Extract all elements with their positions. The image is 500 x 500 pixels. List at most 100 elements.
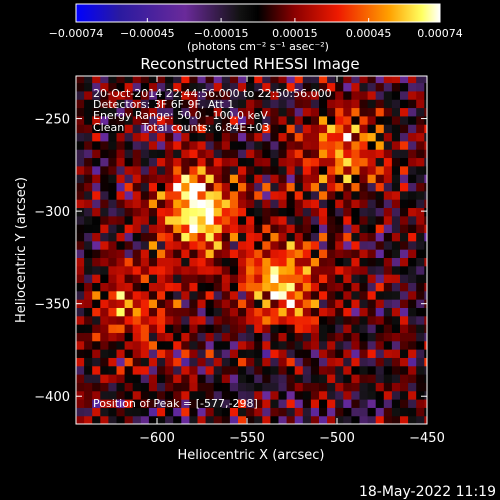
- heatmap-cell: [140, 215, 150, 225]
- heatmap-cell: [205, 149, 215, 159]
- heatmap-cell: [262, 415, 271, 424]
- heatmap-cell: [229, 390, 239, 400]
- heatmap-cell: [213, 132, 223, 142]
- heatmap-cell: [375, 399, 385, 408]
- heatmap-cell: [100, 332, 109, 342]
- heatmap-cell: [343, 90, 352, 100]
- heatmap-cell: [148, 190, 158, 200]
- heatmap-cell: [140, 232, 150, 242]
- heatmap-cell: [400, 365, 409, 375]
- heatmap-cell: [221, 332, 231, 342]
- heatmap-cell: [351, 224, 361, 234]
- heatmap-cell: [132, 257, 142, 267]
- heatmap-cell: [205, 365, 215, 375]
- heatmap-cell: [221, 257, 231, 267]
- heatmap-cell: [424, 407, 427, 417]
- heatmap-cell: [189, 132, 199, 142]
- heatmap-cell: [92, 274, 101, 283]
- heatmap-cell: [294, 365, 304, 375]
- heatmap-cell: [189, 307, 199, 317]
- heatmap-cell: [246, 249, 255, 259]
- heatmap-cell: [367, 390, 377, 400]
- heatmap-cell: [416, 265, 425, 275]
- heatmap-cell: [254, 407, 263, 417]
- heatmap-cell: [359, 357, 369, 367]
- heatmap-cell: [310, 257, 320, 267]
- heatmap-cell: [181, 415, 190, 424]
- heatmap-cell: [254, 257, 263, 267]
- heatmap-cell: [343, 224, 352, 234]
- heatmap-cell: [238, 232, 247, 242]
- heatmap-cell: [165, 132, 174, 142]
- heatmap-cell: [116, 349, 126, 358]
- heatmap-cell: [148, 357, 158, 367]
- heatmap-cell: [400, 290, 409, 300]
- heatmap-cell: [100, 90, 109, 100]
- heatmap-cell: [383, 165, 393, 175]
- heatmap-cell: [383, 349, 393, 358]
- heatmap-cell: [319, 165, 328, 175]
- heatmap-cell: [375, 182, 385, 192]
- heatmap-cell: [367, 157, 377, 167]
- heatmap-cell: [408, 382, 417, 392]
- heatmap-cell: [383, 124, 393, 134]
- heatmap-cell: [416, 124, 425, 134]
- heatmap-cell: [92, 357, 101, 367]
- heatmap-cell: [302, 165, 312, 175]
- heatmap-cell: [383, 82, 393, 92]
- heatmap-cell: [375, 140, 385, 150]
- heatmap-cell: [375, 265, 385, 275]
- heatmap-cell: [213, 290, 223, 300]
- heatmap-cell: [262, 132, 271, 142]
- heatmap-cell: [359, 365, 369, 375]
- heatmap-cell: [246, 274, 255, 283]
- heatmap-cell: [238, 132, 247, 142]
- heatmap-cell: [140, 282, 150, 292]
- heatmap-cell: [140, 349, 150, 358]
- heatmap-cell: [294, 132, 304, 142]
- heatmap-cell: [270, 115, 280, 125]
- heatmap-cell: [157, 265, 166, 275]
- heatmap-cell: [367, 76, 377, 84]
- heatmap-cell: [189, 282, 199, 292]
- heatmap-cell: [229, 265, 239, 275]
- heatmap-cell: [221, 290, 231, 300]
- heatmap-cell: [246, 290, 255, 300]
- heatmap-cell: [238, 365, 247, 375]
- heatmap-cell: [140, 182, 150, 192]
- heatmap-cell: [383, 315, 393, 325]
- heatmap-cell: [246, 324, 255, 333]
- heatmap-cell: [294, 357, 304, 367]
- heatmap-cell: [132, 132, 142, 142]
- heatmap-cell: [278, 324, 288, 333]
- heatmap-cell: [294, 407, 304, 417]
- heatmap-cell: [108, 257, 118, 267]
- heatmap-cell: [84, 82, 93, 92]
- heatmap-cell: [148, 257, 158, 267]
- heatmap-cell: [424, 215, 427, 225]
- heatmap-cell: [197, 257, 207, 267]
- heatmap-cell: [238, 374, 247, 383]
- heatmap-cell: [294, 140, 304, 150]
- heatmap-cell: [189, 407, 199, 417]
- heatmap-cell: [221, 99, 231, 109]
- heatmap-cell: [229, 399, 239, 408]
- heatmap-cell: [286, 315, 296, 325]
- heatmap-cell: [367, 232, 377, 242]
- heatmap-cell: [302, 299, 312, 308]
- heatmap-cell: [100, 107, 109, 117]
- heatmap-cell: [132, 149, 142, 159]
- heatmap-cell: [416, 90, 425, 100]
- heatmap-cell: [343, 307, 352, 317]
- heatmap-cell: [359, 132, 369, 142]
- heatmap-cell: [173, 340, 182, 350]
- heatmap-cell: [189, 257, 199, 267]
- heatmap-cell: [92, 82, 101, 92]
- heatmap-cell: [286, 82, 296, 92]
- heatmap-cell: [424, 315, 427, 325]
- chart-title: Reconstructed RHESSI Image: [140, 55, 359, 73]
- heatmap-cell: [76, 115, 85, 125]
- heatmap-cell: [157, 324, 166, 333]
- heatmap-cell: [383, 324, 393, 333]
